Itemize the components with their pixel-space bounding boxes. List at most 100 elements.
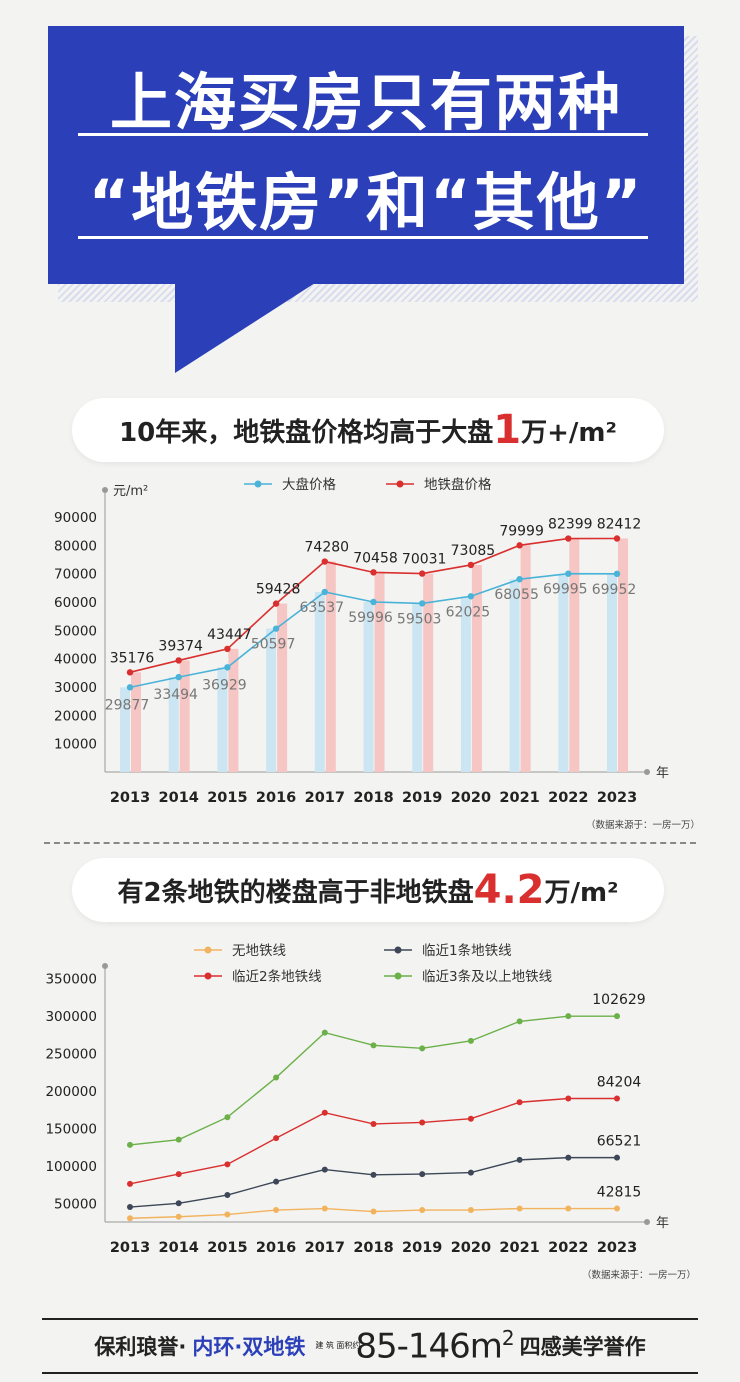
point-no-metro [614,1205,620,1212]
footer-area-label: 建 筑 面积约 [315,1341,361,1350]
x-tick-label: 2021 [499,790,539,806]
point-metro [175,657,182,664]
footer-area-value: 85-146m2 [355,1325,515,1366]
legend-marker-no-metro [204,946,212,954]
legend-label-near-2-lines: 临近2条地铁线 [232,968,322,985]
point-near-3-lines [467,1037,474,1044]
section1-heading: 10年来，地铁盘价格均高于大盘 1 万+/m² [72,398,664,462]
y-tick-label: 70000 [54,567,97,583]
y-tick-label: 80000 [54,538,97,554]
point-near-2-lines [321,1109,328,1116]
point-near-2-lines [516,1099,523,1106]
bar-metro [277,603,288,772]
section1-heading-text: 10年来，地铁盘价格均高于大盘 [119,417,494,448]
section2-heading-highlight: 4.2 [473,867,545,913]
y-tick-label: 50000 [54,1196,97,1212]
footer-area-sup: 2 [501,1325,515,1350]
point-big-market [467,593,475,600]
x-tick-label: 2022 [548,1240,588,1256]
x-tick-label: 2019 [402,1240,442,1256]
bar-big-market [558,573,569,772]
data-label-big-market: 69952 [592,582,637,598]
legend-marker-big [254,480,262,488]
point-big-market [419,600,426,607]
data-label-metro: 59428 [256,582,301,598]
point-near-3-lines [370,1042,377,1049]
data-label-metro: 82412 [597,516,642,532]
banner-tail [175,283,315,373]
point-no-metro [565,1205,572,1212]
point-no-metro [321,1205,328,1212]
x-axis-cap [644,1219,650,1225]
point-near-1-line [127,1204,133,1211]
y-tick-label: 90000 [54,510,97,526]
legend-marker-metro [396,480,404,488]
point-near-1-line [419,1171,426,1178]
footer-accent: 内环·双地铁 [192,1335,306,1359]
point-no-metro [175,1213,182,1220]
y-tick-label: 300000 [45,1009,97,1025]
x-tick-label: 2013 [110,1240,150,1256]
point-metro [126,669,134,676]
bar-big-market [412,603,423,772]
banner-rule-1 [78,133,648,136]
x-tick-label: 2014 [159,1240,199,1256]
point-metro [321,558,328,565]
point-no-metro [467,1207,474,1214]
point-near-3-lines [175,1136,182,1143]
x-tick-label: 2017 [305,1240,345,1256]
x-tick-label: 2014 [159,790,199,806]
data-label-metro: 43447 [207,627,252,643]
point-near-1-line [273,1178,280,1185]
x-tick-label: 2020 [451,790,491,806]
point-near-1-line [614,1154,620,1161]
x-tick-label: 2023 [597,790,637,806]
y-tick-label: 60000 [54,595,97,611]
y-tick-label: 50000 [54,623,97,639]
legend-label-no-metro: 无地铁线 [232,943,286,959]
point-big-market [321,588,328,596]
bar-metro [569,538,580,772]
point-near-2-lines [370,1120,377,1127]
y-tick-label: 350000 [45,972,97,988]
bar-metro [520,545,531,772]
x-tick-label: 2016 [256,1240,296,1256]
bar-metro [374,572,385,772]
x-axis-cap [644,769,650,775]
point-near-2-lines [467,1115,474,1122]
end-label-no-metro: 42815 [597,1185,642,1201]
point-no-metro [516,1205,523,1212]
legend-label-big: 大盘价格 [282,476,336,493]
banner-rule-2 [78,236,648,239]
y-tick-label: 30000 [54,680,97,696]
y-tick-label: 200000 [45,1084,97,1100]
data-label-big-market: 29877 [105,697,150,713]
bar-metro [471,564,482,772]
point-no-metro [127,1215,133,1222]
section2-heading-text: 有2条地铁的楼盘高于非地铁盘 [117,877,474,908]
point-near-2-lines [419,1119,426,1126]
bar-metro [618,538,628,772]
data-label-big-market: 36929 [202,677,247,693]
section1-heading-unit: 万+/m² [521,417,617,448]
x-tick-label: 2016 [256,790,296,806]
data-label-metro: 82399 [548,517,593,533]
point-no-metro [273,1207,280,1214]
point-near-1-line [175,1200,182,1207]
x-tick-label: 2022 [548,790,588,806]
data-label-big-market: 63537 [300,600,345,616]
data-label-big-market: 69995 [543,582,588,598]
legend-label-near-1-line: 临近1条地铁线 [422,942,512,959]
bar-big-market [314,591,325,772]
end-label-near-2-lines: 84204 [597,1075,642,1091]
bar-big-market [460,596,471,772]
series-line-near-1-line [129,1156,617,1208]
x-tick-label: 2017 [305,790,345,806]
bar-metro [325,561,336,772]
data-label-metro: 79999 [499,523,544,539]
data-label-big-market: 50597 [251,637,296,653]
point-metro [224,645,231,653]
data-label-big-market: 59503 [397,611,442,627]
point-near-3-lines [565,1013,572,1020]
